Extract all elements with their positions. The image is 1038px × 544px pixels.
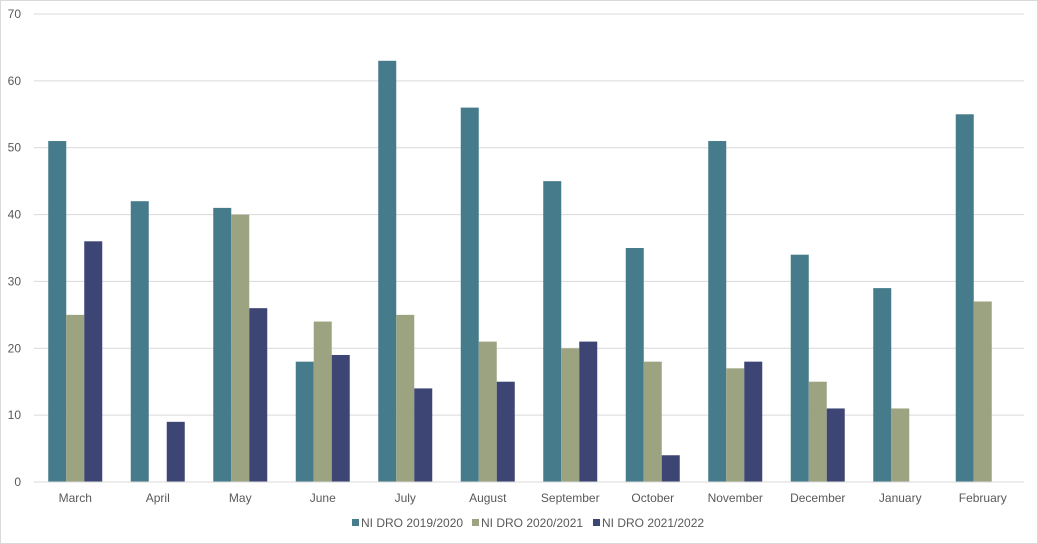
x-axis-labels: March April May June July August September Octo… xyxy=(59,491,1007,505)
bar-december-series-1 xyxy=(790,254,809,482)
legend-label: NI DRO 2021/2022 xyxy=(602,516,704,530)
y-axis-ticks: 0 10 20 30 40 50 60 70 xyxy=(8,7,22,489)
x-category-label: September xyxy=(541,491,600,505)
y-tick-label: 20 xyxy=(8,341,22,355)
x-category-label: August xyxy=(469,491,507,505)
bar-march-series-1 xyxy=(48,141,67,482)
x-category-label: February xyxy=(959,491,1007,505)
bar-april-series-3 xyxy=(166,421,185,482)
bar-january-series-1 xyxy=(873,288,892,482)
bar-april-series-1 xyxy=(130,201,149,482)
legend-swatch xyxy=(352,519,359,526)
legend-label: NI DRO 2020/2021 xyxy=(481,516,583,530)
y-tick-label: 40 xyxy=(8,208,22,222)
x-category-label: December xyxy=(790,491,845,505)
bar-october-series-3 xyxy=(661,455,680,482)
bar-may-series-3 xyxy=(249,308,268,482)
x-category-label: January xyxy=(879,491,922,505)
legend-swatch xyxy=(472,519,479,526)
legend-swatch xyxy=(593,519,600,526)
x-category-label: June xyxy=(310,491,336,505)
bar-july-series-3 xyxy=(414,388,433,482)
y-tick-label: 30 xyxy=(8,274,22,288)
bar-october-series-1 xyxy=(625,248,644,482)
bar-august-series-1 xyxy=(460,107,479,482)
bar-may-series-1 xyxy=(213,207,232,482)
legend: NI DRO 2019/2020 NI DRO 2020/2021 NI DRO 2… xyxy=(352,516,704,530)
bar-november-series-2 xyxy=(726,368,745,482)
y-tick-label: 60 xyxy=(8,74,22,88)
x-category-label: July xyxy=(395,491,416,505)
x-category-label: March xyxy=(59,491,92,505)
legend-label: NI DRO 2019/2020 xyxy=(361,516,463,530)
bar-january-series-2 xyxy=(891,408,910,482)
bar-september-series-1 xyxy=(543,181,562,482)
x-category-label: May xyxy=(229,491,252,505)
bar-august-series-2 xyxy=(478,341,497,482)
bar-june-series-1 xyxy=(295,361,314,482)
bar-may-series-2 xyxy=(231,214,250,483)
bar-february-series-2 xyxy=(973,301,992,482)
x-category-label: October xyxy=(631,491,674,505)
bar-november-series-1 xyxy=(708,141,727,482)
y-tick-label: 50 xyxy=(8,141,22,155)
bars xyxy=(48,60,992,483)
gridlines xyxy=(34,13,1024,416)
y-tick-label: 0 xyxy=(14,475,21,489)
bar-february-series-1 xyxy=(955,114,974,483)
bar-september-series-3 xyxy=(579,341,598,482)
y-tick-label: 70 xyxy=(8,7,22,21)
bar-june-series-2 xyxy=(313,321,332,482)
bar-july-series-2 xyxy=(396,314,415,482)
bar-november-series-3 xyxy=(744,361,763,482)
bar-march-series-3 xyxy=(84,241,103,482)
bar-december-series-3 xyxy=(826,408,845,482)
y-tick-label: 10 xyxy=(8,408,22,422)
bar-june-series-3 xyxy=(331,354,350,482)
bar-march-series-2 xyxy=(66,314,85,482)
bar-july-series-1 xyxy=(378,60,397,483)
bar-october-series-2 xyxy=(643,361,662,482)
bar-august-series-3 xyxy=(496,381,515,482)
x-category-label: November xyxy=(708,491,763,505)
x-category-label: April xyxy=(146,491,170,505)
bar-december-series-2 xyxy=(808,381,827,482)
bar-september-series-2 xyxy=(561,348,580,482)
